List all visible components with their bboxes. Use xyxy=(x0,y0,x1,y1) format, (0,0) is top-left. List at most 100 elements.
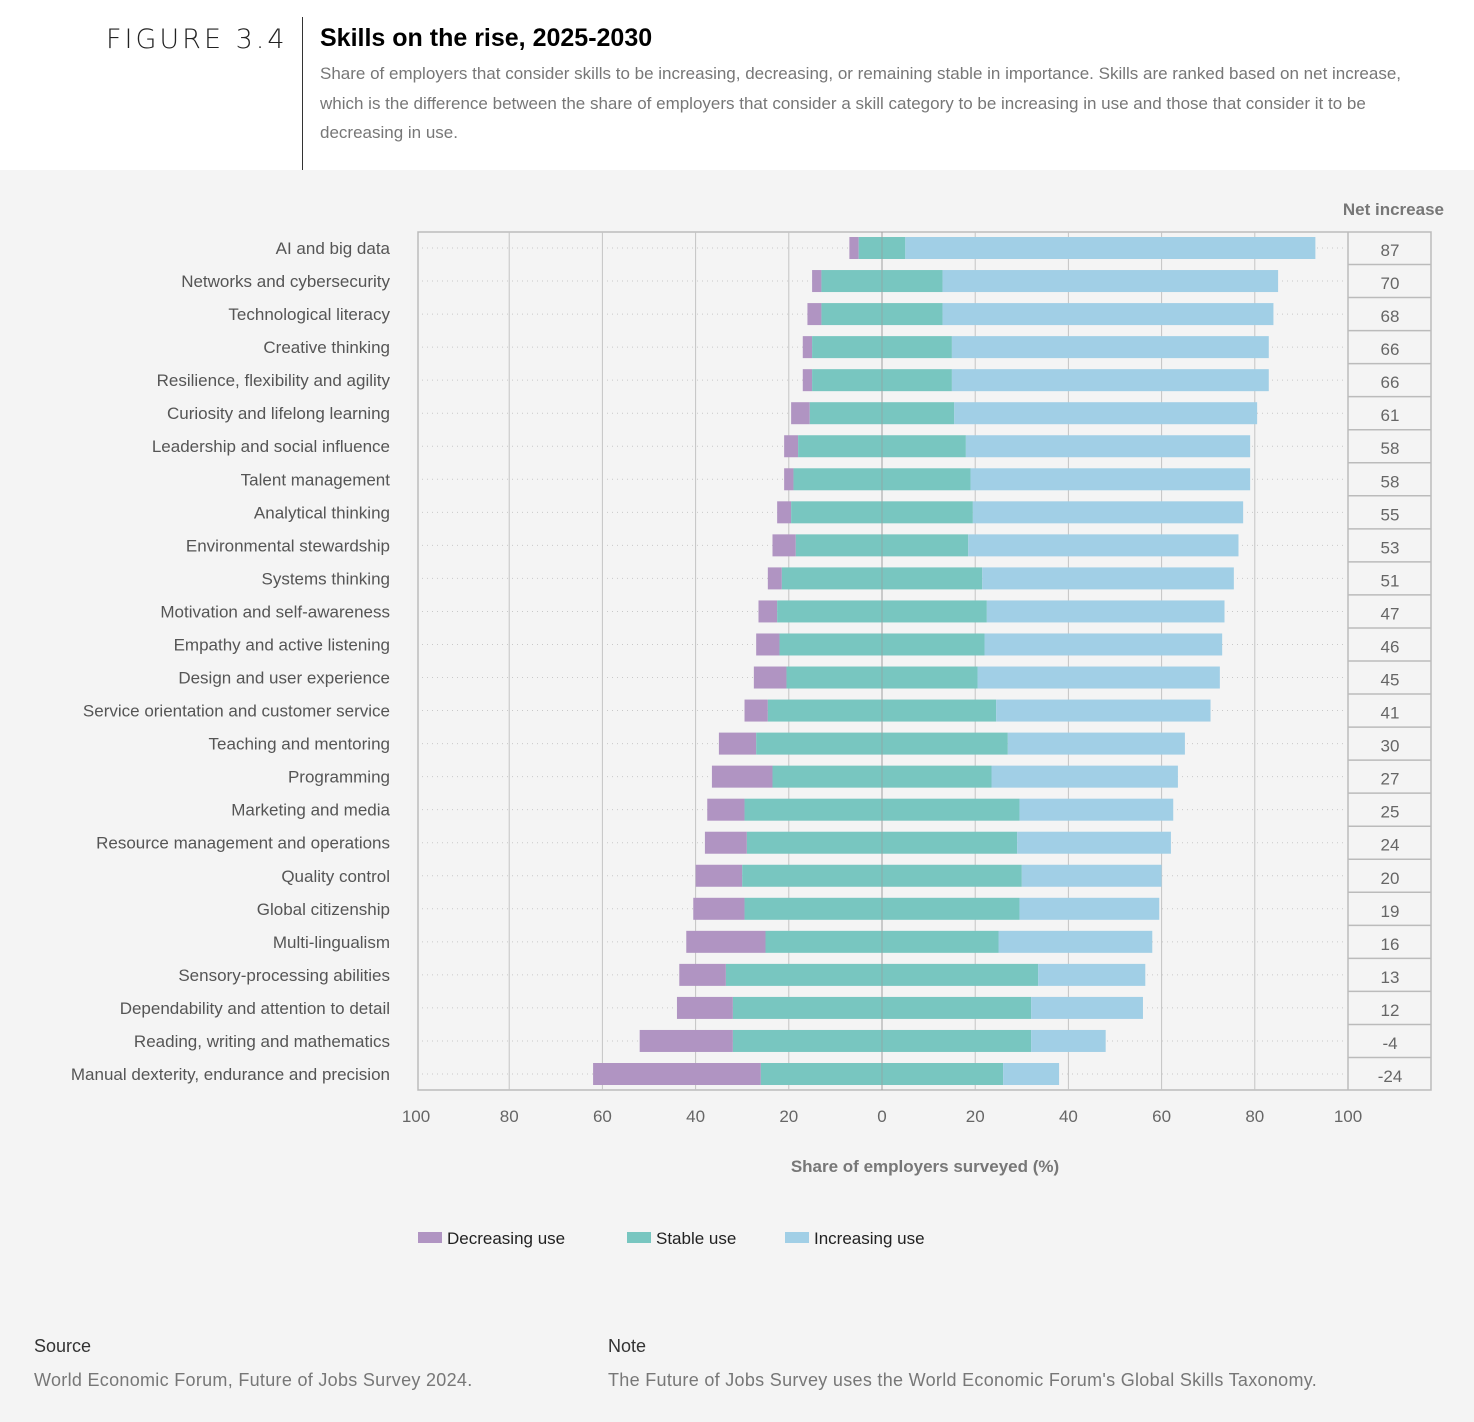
category-label: Manual dexterity, endurance and precisio… xyxy=(71,1065,390,1084)
bar-decreasing xyxy=(802,369,813,392)
bar-increasing xyxy=(1019,897,1160,920)
legend-label: Stable use xyxy=(656,1229,736,1248)
bar-increasing xyxy=(1031,996,1143,1019)
bar-increasing xyxy=(998,930,1153,953)
bar-decreasing xyxy=(758,600,778,623)
category-label: Curiosity and lifelong learning xyxy=(167,404,390,423)
bar-increasing xyxy=(1038,963,1146,986)
net-increase-value: 24 xyxy=(1381,836,1400,855)
x-tick-label: 60 xyxy=(593,1107,612,1126)
category-label: Sensory-processing abilities xyxy=(178,966,390,985)
net-increase-value: 53 xyxy=(1381,538,1400,557)
bar-decreasing xyxy=(707,798,745,821)
bar-decreasing xyxy=(711,765,773,788)
category-label: Analytical thinking xyxy=(254,503,390,522)
bar-decreasing xyxy=(802,336,813,359)
bar-increasing xyxy=(965,435,1251,458)
bar-decreasing xyxy=(767,567,782,590)
net-increase-value: 46 xyxy=(1381,637,1400,656)
bar-increasing xyxy=(942,303,1274,326)
net-increase-value: 16 xyxy=(1381,935,1400,954)
x-tick-label: 80 xyxy=(1245,1107,1264,1126)
chart-title: Skills on the rise, 2025-2030 xyxy=(320,24,653,52)
bar-increasing xyxy=(1007,732,1185,755)
bar-increasing xyxy=(1031,1029,1106,1052)
category-label: Resource management and operations xyxy=(96,834,390,853)
category-label: Design and user experience xyxy=(178,669,390,688)
category-label: AI and big data xyxy=(276,239,391,258)
bar-increasing xyxy=(986,600,1225,623)
plot-frame xyxy=(417,231,1432,1091)
bar-decreasing xyxy=(676,996,733,1019)
category-label: Systems thinking xyxy=(262,569,391,588)
x-tick-label: 40 xyxy=(1059,1107,1078,1126)
bar-decreasing xyxy=(777,501,792,524)
bar-decreasing xyxy=(807,303,822,326)
category-label: Environmental stewardship xyxy=(186,536,390,555)
category-label: Empathy and active listening xyxy=(174,635,390,654)
bar-increasing xyxy=(951,336,1269,359)
bar-decreasing xyxy=(686,930,766,953)
bar-increasing xyxy=(1019,798,1174,821)
x-tick-label: 0 xyxy=(877,1107,886,1126)
bar-increasing xyxy=(970,468,1251,491)
category-label: Dependability and attention to detail xyxy=(120,999,390,1018)
chart-subtitle: Share of employers that consider skills … xyxy=(320,64,1402,142)
net-increase-value: 58 xyxy=(1381,472,1400,491)
legend-swatch xyxy=(785,1232,809,1243)
bar-decreasing xyxy=(753,666,787,689)
bar-increasing xyxy=(968,534,1239,557)
category-label: Teaching and mentoring xyxy=(209,735,390,754)
bar-increasing xyxy=(905,237,1316,259)
net-increase-value: 70 xyxy=(1381,274,1400,293)
bar-decreasing xyxy=(639,1029,733,1052)
category-label: Global citizenship xyxy=(257,900,390,919)
bar-increasing xyxy=(1021,864,1162,887)
category-label: Leadership and social influence xyxy=(152,437,390,456)
bar-decreasing xyxy=(784,435,799,458)
x-tick-label: 20 xyxy=(966,1107,985,1126)
category-label: Multi-lingualism xyxy=(273,933,390,952)
x-tick-label: 100 xyxy=(1334,1107,1362,1126)
figure-label: FIGURE 3.4 xyxy=(106,24,288,55)
legend-label: Decreasing use xyxy=(447,1229,565,1248)
category-label: Programming xyxy=(288,768,390,787)
category-label: Technological literacy xyxy=(228,305,390,324)
net-increase-value: 87 xyxy=(1381,241,1400,260)
x-tick-label: 80 xyxy=(500,1107,519,1126)
bar-decreasing xyxy=(704,831,747,854)
bar-decreasing xyxy=(784,468,794,491)
legend-swatch xyxy=(627,1232,651,1243)
bar-increasing xyxy=(982,567,1234,590)
bar-decreasing xyxy=(849,237,859,259)
figure-header: FIGURE 3.4 Skills on the rise, 2025-2030… xyxy=(0,0,1474,170)
x-tick-label: 20 xyxy=(779,1107,798,1126)
header-divider xyxy=(302,17,303,170)
net-increase-value: 45 xyxy=(1381,671,1400,690)
net-increase-value: 55 xyxy=(1381,505,1400,524)
net-increase-value: 61 xyxy=(1381,406,1400,425)
bar-increasing xyxy=(1003,1063,1060,1085)
bar-decreasing xyxy=(679,963,726,986)
net-increase-value: 30 xyxy=(1381,737,1400,756)
net-increase-value: 51 xyxy=(1381,571,1400,590)
bar-increasing xyxy=(1017,831,1171,854)
x-axis-title: Share of employers surveyed (%) xyxy=(791,1157,1059,1176)
bar-increasing xyxy=(951,369,1269,392)
bar-decreasing xyxy=(695,864,743,887)
category-label: Reading, writing and mathematics xyxy=(134,1032,390,1051)
legend-swatch xyxy=(418,1232,442,1243)
bar-increasing xyxy=(984,633,1223,656)
bar-increasing xyxy=(954,402,1258,425)
bar-decreasing xyxy=(791,402,810,425)
net-increase-value: -24 xyxy=(1378,1067,1403,1086)
category-label: Creative thinking xyxy=(263,338,390,357)
category-label: Motivation and self-awareness xyxy=(160,602,390,621)
x-tick-label: 60 xyxy=(1152,1107,1171,1126)
net-increase-value: 13 xyxy=(1381,968,1400,987)
net-increase-value: 66 xyxy=(1381,340,1400,359)
note-heading: Note xyxy=(608,1336,647,1356)
net-increase-value: 25 xyxy=(1381,803,1400,822)
net-increase-value: 47 xyxy=(1381,604,1400,623)
